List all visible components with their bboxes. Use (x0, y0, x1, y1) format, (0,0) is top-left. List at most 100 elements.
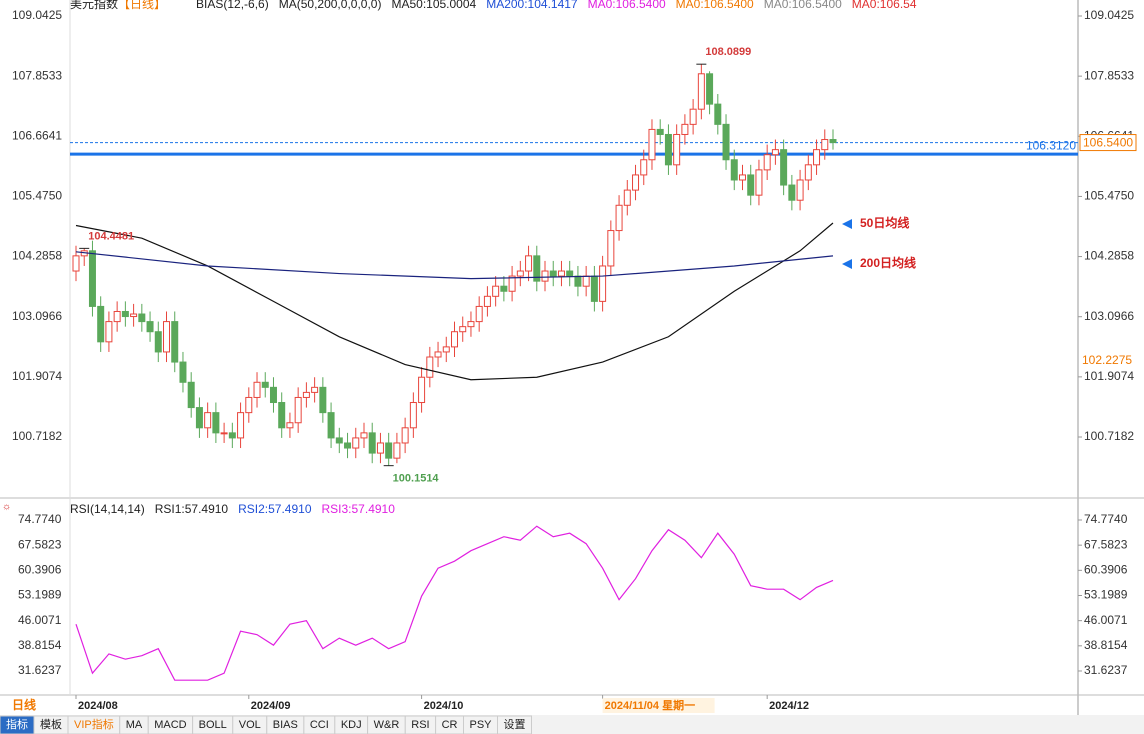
y-tick-label: 31.6237 (1084, 663, 1128, 677)
y-tick-label: 105.4750 (1084, 189, 1134, 203)
y-tick-label-left: 109.0425 (12, 8, 62, 22)
y-tick-label-left: 103.0966 (12, 309, 62, 323)
y-tick-label-left: 53.1989 (18, 588, 62, 602)
candle-body (352, 437, 360, 449)
candle-body (393, 442, 401, 459)
indicator-label: MA200:104.1417 (486, 0, 578, 11)
price-label-bg (1080, 353, 1138, 368)
indicator-label: RSI2:57.4910 (238, 502, 312, 516)
y-tick-label-left: 38.8154 (18, 638, 62, 652)
candle-body (426, 356, 434, 378)
candle-body (286, 422, 294, 429)
tab[interactable]: KDJ (341, 719, 362, 731)
y-tick-label: 60.3906 (1084, 562, 1128, 576)
candle-body (327, 412, 335, 439)
x-tick-label: 2024/12 (769, 700, 809, 712)
candle-body (121, 310, 129, 318)
candle-body (673, 133, 681, 166)
candle-body (590, 275, 598, 302)
tab[interactable]: VOL (239, 719, 261, 731)
extreme-label: 100.1514 (393, 473, 440, 485)
candle-body (195, 407, 203, 429)
candle-body (261, 381, 269, 388)
candle-body (418, 376, 426, 404)
candle-body (722, 123, 730, 161)
price-box (1079, 134, 1137, 152)
candle-body (788, 184, 796, 201)
candle-body (771, 149, 779, 156)
legend-arrow (842, 219, 852, 229)
y-tick-label: 104.2858 (1084, 249, 1134, 263)
candle-body (664, 133, 672, 166)
candle-body (467, 321, 475, 328)
candle-body (475, 305, 483, 323)
legend-label: 200日均线 (860, 255, 916, 270)
tab[interactable]: MACD (154, 719, 186, 731)
candle-body (212, 412, 220, 434)
candle-body (171, 321, 179, 363)
candle-body (516, 270, 524, 277)
y-tick-label: 109.0425 (1084, 8, 1134, 22)
tab[interactable]: VIP指标 (74, 717, 114, 731)
tab-bg[interactable] (497, 715, 533, 734)
tab[interactable]: PSY (470, 719, 493, 731)
y-tick-label-left: 105.4750 (12, 189, 62, 203)
candle-body (804, 164, 812, 181)
y-tick-label: 74.7740 (1084, 512, 1128, 526)
indicator-label: MA(50,200,0,0,0,0) (279, 0, 382, 11)
candle-body (689, 108, 697, 125)
candle-body (582, 275, 590, 287)
candle-body (599, 265, 607, 302)
price-box-label: 106.5400 (1083, 136, 1133, 150)
tab[interactable]: BIAS (273, 719, 298, 731)
x-tick-label: 2024/10 (424, 700, 464, 712)
candle-body (228, 432, 236, 439)
tab[interactable]: BOLL (199, 719, 227, 731)
tab[interactable]: W&R (374, 719, 400, 731)
candle-body (829, 139, 837, 144)
tab[interactable]: 指标 (6, 717, 28, 731)
x-tick-label: 2024/09 (251, 700, 291, 712)
candle-body (813, 149, 821, 166)
candle-body (138, 313, 146, 323)
legend-label: 50日均线 (860, 215, 909, 230)
indicator-label: MA0:106.54 (852, 0, 917, 11)
candle-body (697, 73, 705, 110)
indicator-label: MA50:105.0004 (391, 0, 476, 11)
candle-body (780, 149, 788, 186)
y-tick-label: 107.8533 (1084, 68, 1134, 82)
candle-body (335, 437, 343, 444)
candle-body (714, 103, 722, 125)
tab[interactable]: 设置 (504, 718, 526, 731)
candle-body (615, 204, 623, 232)
y-tick-label-left: 100.7182 (12, 429, 62, 443)
x-tick-label: 2024/08 (78, 700, 118, 712)
indicator-label: MA0:106.5400 (764, 0, 842, 11)
tab[interactable]: MA (126, 719, 143, 731)
candle-body (730, 159, 738, 181)
tab[interactable]: CCI (310, 719, 329, 731)
tab[interactable]: RSI (411, 719, 429, 731)
chart-title: 美元指数 (70, 0, 118, 11)
y-tick-label: 38.8154 (1084, 638, 1128, 652)
y-tick-label-left: 60.3906 (18, 562, 62, 576)
indicator-label: RSI1:57.4910 (155, 502, 229, 516)
candle-body (451, 331, 458, 348)
indicator-label: RSI3:57.4910 (322, 502, 396, 516)
candle-body (763, 154, 771, 171)
candle-body (623, 189, 631, 206)
candle-body (821, 139, 829, 151)
tab[interactable]: CR (442, 719, 458, 731)
y-tick-label-left: 101.9074 (12, 369, 62, 383)
tab[interactable]: 模板 (40, 717, 62, 731)
panel-icon: ☼ (2, 502, 11, 513)
candle-body (533, 255, 541, 282)
candle-body (302, 391, 310, 398)
indicator-label: MA0:106.5400 (588, 0, 666, 11)
candle-body (113, 310, 121, 323)
candle-body (97, 305, 105, 343)
candle-body (541, 270, 549, 282)
y-tick-label-left: 104.2858 (12, 249, 62, 263)
indicator-label: MA0:106.5400 (676, 0, 754, 11)
